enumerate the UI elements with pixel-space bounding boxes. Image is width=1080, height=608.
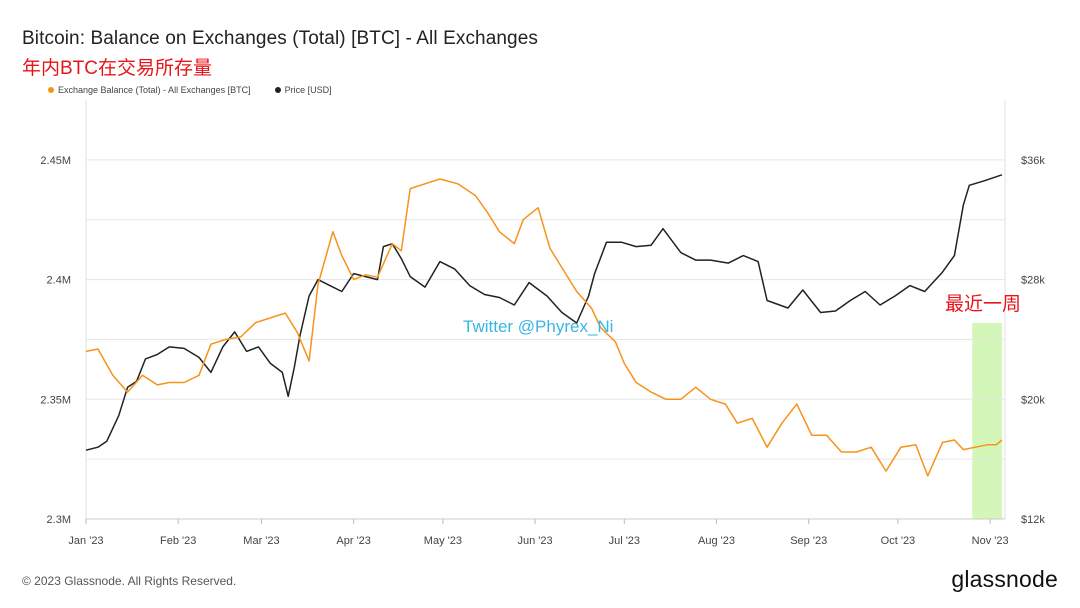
y-right-tick-0: $12k bbox=[1021, 514, 1045, 526]
y-left-tick-1: 2.35M bbox=[40, 394, 71, 406]
chart-title: Bitcoin: Balance on Exchanges (Total) [B… bbox=[22, 28, 538, 49]
highlight-band bbox=[972, 323, 1003, 519]
x-tick-3: Apr '23 bbox=[336, 535, 371, 547]
legend: Exchange Balance (Total) - All Exchanges… bbox=[48, 85, 332, 95]
x-tick-9: Oct '23 bbox=[881, 535, 916, 547]
x-tick-1: Feb '23 bbox=[160, 535, 196, 547]
legend-dot-balance bbox=[48, 87, 54, 93]
glassnode-logo: glassnode bbox=[951, 566, 1058, 592]
legend-item-price[interactable]: Price [USD] bbox=[274, 85, 332, 95]
legend-label-price: Price [USD] bbox=[284, 85, 332, 95]
x-tick-4: May '23 bbox=[424, 535, 462, 547]
y-left-tick-3: 2.45M bbox=[40, 155, 71, 167]
x-tick-5: Jun '23 bbox=[518, 535, 553, 547]
y-right-tick-3: $36k bbox=[1021, 155, 1045, 167]
copyright-footer: © 2023 Glassnode. All Rights Reserved. bbox=[22, 574, 237, 588]
legend-label-balance: Exchange Balance (Total) - All Exchanges… bbox=[58, 85, 251, 95]
x-tick-10: Nov '23 bbox=[972, 535, 1009, 547]
y-left-tick-2: 2.4M bbox=[47, 275, 71, 287]
x-tick-7: Aug '23 bbox=[698, 535, 735, 547]
y-right-tick-2: $28k bbox=[1021, 275, 1045, 287]
x-tick-8: Sep '23 bbox=[790, 535, 827, 547]
series-line-price bbox=[85, 174, 1003, 451]
annotation-latest-week: 最近一周 bbox=[945, 293, 1021, 315]
legend-dot-price bbox=[274, 87, 281, 93]
x-tick-6: Jul '23 bbox=[609, 535, 640, 547]
legend-item-balance[interactable]: Exchange Balance (Total) - All Exchanges… bbox=[48, 85, 251, 95]
chart-subtitle: 年内BTC在交易所存量 bbox=[22, 58, 213, 79]
y-right-tick-1: $20k bbox=[1021, 394, 1045, 406]
y-left-tick-0: 2.3M bbox=[47, 514, 71, 526]
series-line-exchange-balance bbox=[85, 178, 1003, 477]
x-tick-2: Mar '23 bbox=[243, 535, 279, 547]
x-tick-0: Jan '23 bbox=[68, 535, 103, 547]
watermark-text: Twitter @Phyrex_Ni bbox=[463, 317, 613, 336]
